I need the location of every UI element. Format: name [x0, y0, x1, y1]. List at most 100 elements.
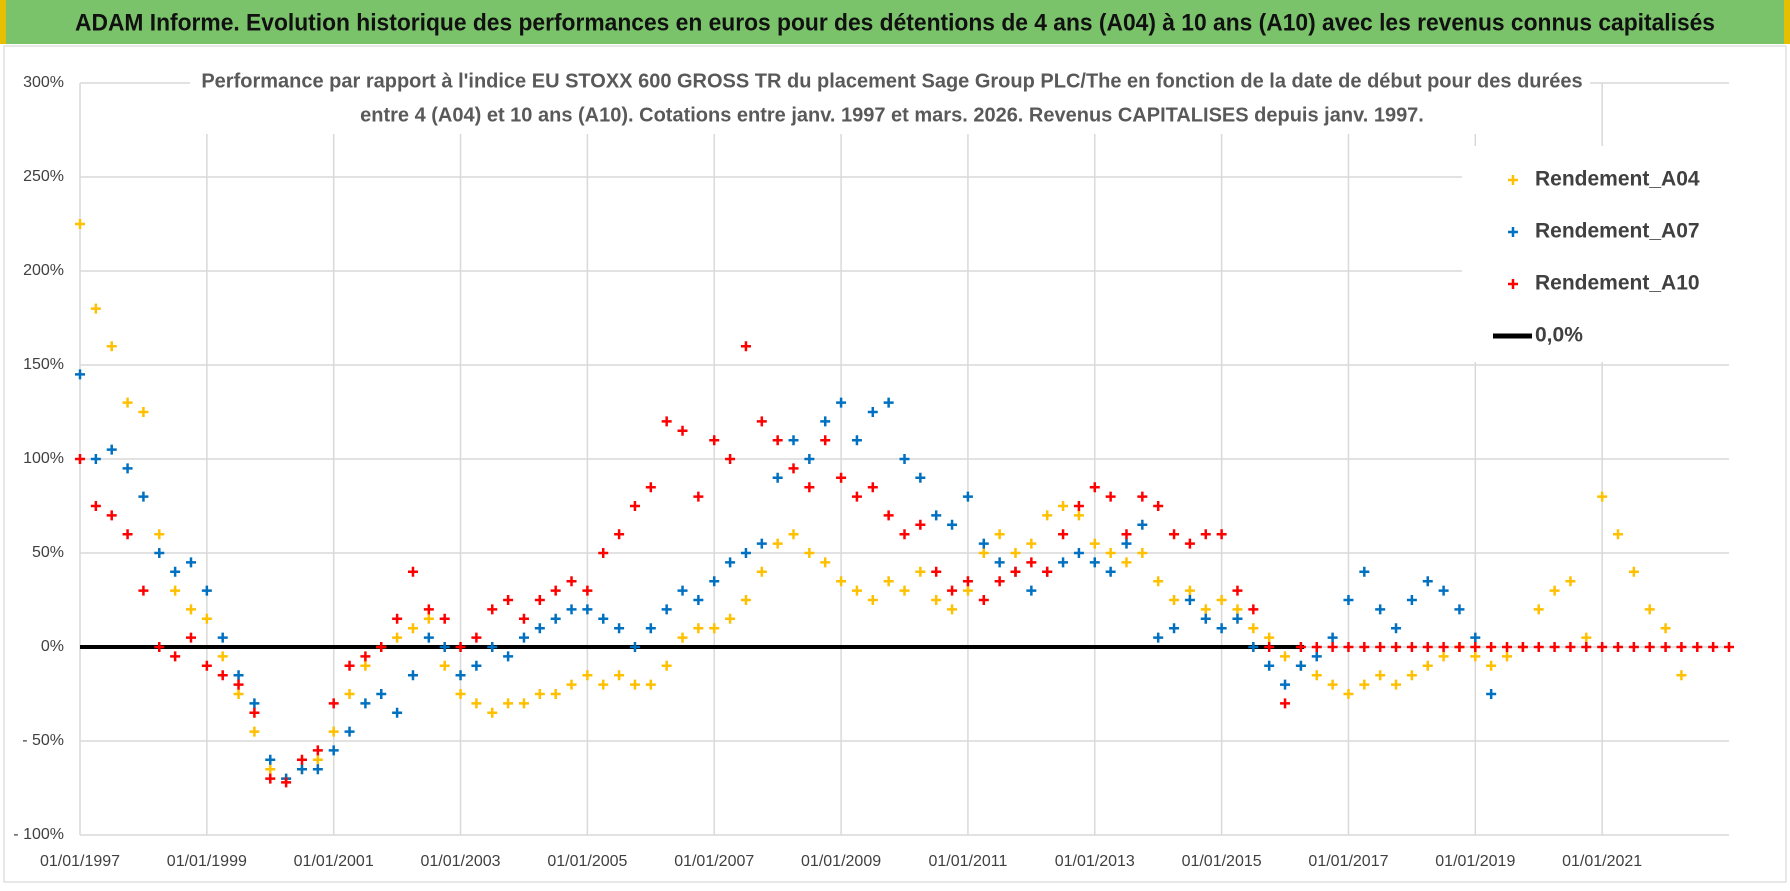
- data-point: [947, 585, 958, 596]
- data-point: [1692, 642, 1703, 652]
- data-point: [1676, 670, 1687, 681]
- data-point: [1280, 698, 1291, 709]
- data-point: [1438, 651, 1449, 662]
- data-point: [1137, 519, 1148, 530]
- data-point: [1422, 660, 1433, 671]
- data-point: [170, 651, 181, 662]
- data-point: [1153, 632, 1164, 643]
- data-point: [201, 613, 212, 624]
- data-point: [661, 604, 672, 615]
- data-point: [614, 529, 625, 540]
- data-point: [1010, 566, 1021, 577]
- data-point: [1628, 566, 1639, 577]
- data-point: [122, 529, 133, 540]
- data-point: [439, 613, 450, 624]
- data-point: [138, 407, 149, 417]
- data-point: [360, 651, 371, 662]
- y-tick-label: - 50%: [22, 732, 64, 749]
- data-point: [1169, 623, 1180, 634]
- legend-label: Rendement_A10: [1535, 272, 1700, 295]
- x-tick-label: 01/01/1999: [167, 853, 247, 870]
- data-point: [1058, 529, 1069, 540]
- subtitle-bg: [190, 66, 1590, 134]
- data-point: [1533, 604, 1544, 615]
- data-point: [1232, 585, 1243, 596]
- data-point: [1200, 529, 1211, 540]
- x-tick-label: 01/01/2021: [1562, 853, 1642, 870]
- data-point: [1169, 529, 1180, 540]
- data-point: [962, 576, 973, 587]
- data-point: [376, 689, 387, 699]
- plot-area: [75, 219, 1734, 788]
- data-point: [154, 642, 165, 652]
- title-bar-edge: [1784, 0, 1790, 44]
- data-point: [772, 472, 783, 483]
- data-point: [1628, 642, 1639, 652]
- data-point: [788, 463, 799, 474]
- data-point: [503, 595, 514, 605]
- title-bar-edge: [0, 0, 6, 44]
- data-point: [328, 726, 339, 737]
- data-point: [1422, 642, 1433, 652]
- data-point: [962, 585, 973, 596]
- data-point: [518, 613, 529, 624]
- data-point: [1359, 679, 1370, 690]
- data-point: [740, 595, 751, 605]
- data-point: [1248, 623, 1259, 634]
- data-point: [281, 777, 292, 788]
- data-point: [185, 604, 196, 615]
- data-point: [867, 407, 878, 417]
- data-point: [1169, 595, 1180, 605]
- data-point: [534, 623, 545, 634]
- data-point: [217, 670, 228, 681]
- data-point: [471, 632, 482, 643]
- data-point: [1073, 501, 1084, 511]
- data-point: [407, 623, 418, 634]
- data-point: [1248, 604, 1259, 615]
- data-point: [106, 510, 117, 521]
- data-point: [836, 397, 847, 408]
- data-point: [1311, 642, 1322, 652]
- data-point: [709, 623, 720, 634]
- data-point: [1470, 651, 1481, 662]
- data-point: [1549, 642, 1560, 652]
- data-point: [265, 773, 276, 784]
- data-point: [1280, 679, 1291, 690]
- data-point: [1391, 642, 1402, 652]
- data-point: [1089, 482, 1100, 493]
- data-point: [931, 566, 942, 577]
- data-point: [518, 632, 529, 643]
- data-point: [614, 623, 625, 634]
- data-point: [170, 585, 181, 596]
- data-point: [978, 548, 989, 558]
- data-point: [899, 454, 910, 464]
- data-point: [994, 576, 1005, 587]
- data-point: [1216, 623, 1227, 634]
- data-point: [1105, 548, 1116, 558]
- data-point: [106, 341, 117, 352]
- data-point: [709, 576, 720, 587]
- data-point: [836, 576, 847, 587]
- data-point: [1058, 557, 1069, 568]
- data-point: [883, 397, 894, 408]
- data-point: [899, 529, 910, 540]
- data-point: [249, 707, 260, 718]
- data-point: [1708, 642, 1719, 652]
- legend: Rendement_A04 Rendement_A07 Rendement_A10 0…: [1493, 168, 1700, 347]
- data-point: [645, 482, 656, 493]
- data-point: [725, 454, 736, 464]
- data-point: [629, 501, 640, 511]
- data-point: [1311, 651, 1322, 662]
- data-point: [693, 595, 704, 605]
- data-point: [1058, 501, 1069, 511]
- data-point: [1026, 585, 1037, 596]
- data-point: [756, 538, 767, 549]
- data-point: [1089, 538, 1100, 549]
- data-point: [1660, 642, 1671, 652]
- data-point: [201, 585, 212, 596]
- data-point: [1676, 642, 1687, 652]
- data-point: [550, 585, 561, 596]
- data-point: [1232, 604, 1243, 615]
- data-point: [1327, 642, 1338, 652]
- data-point: [566, 576, 577, 587]
